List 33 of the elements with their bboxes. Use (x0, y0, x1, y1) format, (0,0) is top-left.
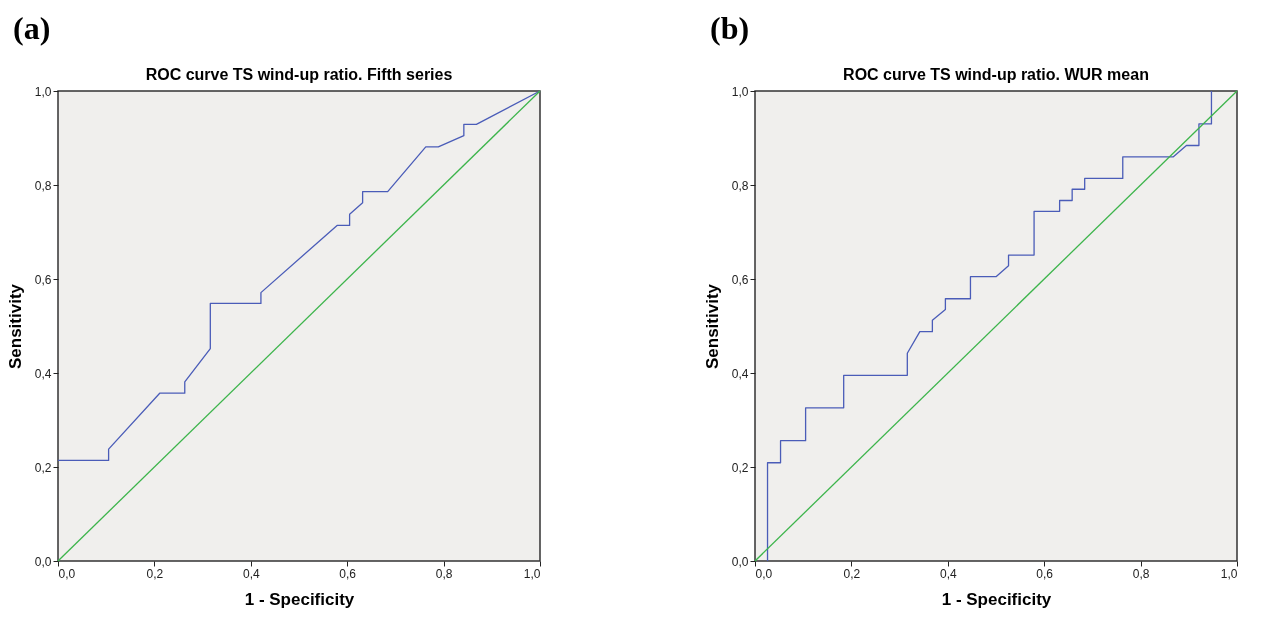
line-series (57, 90, 541, 462)
y-tick-label: 0,8 (34, 178, 52, 193)
x-tick-label: 0,2 (843, 566, 861, 581)
y-axis-title: Sensitivity (5, 283, 25, 370)
x-tick-label: 0,0 (58, 566, 76, 581)
x-tick-label: 0,8 (435, 566, 453, 581)
x-tick-label: 0,2 (146, 566, 164, 581)
x-tick-label: 1,0 (523, 566, 541, 581)
x-tick-label: 0,6 (339, 566, 357, 581)
x-tick-label: 0,6 (1036, 566, 1054, 581)
chart-title: ROC curve TS wind-up ratio. Fifth series (145, 66, 453, 83)
chart-title: ROC curve TS wind-up ratio. WUR mean (843, 66, 1149, 83)
x-tick-label: 0,4 (242, 566, 260, 581)
y-tick-label: 0,2 (731, 460, 749, 475)
y-tick-label: 0,2 (34, 460, 52, 475)
x-tick-label: 0,4 (939, 566, 957, 581)
y-tick-label: 0,4 (731, 366, 749, 381)
x-tick-label: 0,0 (755, 566, 773, 581)
x-tick-label: 1,0 (1220, 566, 1238, 581)
y-tick-label: 1,0 (34, 84, 52, 99)
y-tick-label: 1,0 (731, 84, 749, 99)
y-tick-label: 0,0 (731, 554, 749, 569)
y-tick-label: 0,0 (34, 554, 52, 569)
x-axis-title: 1 - Specificity (941, 589, 1052, 609)
x-tick-label: 0,8 (1132, 566, 1150, 581)
y-tick-label: 0,6 (731, 272, 749, 287)
y-tick-label: 0,6 (34, 272, 52, 287)
text: (b) (710, 10, 750, 46)
x-axis-title: 1 - Specificity (244, 589, 355, 609)
y-tick-label: 0,4 (34, 366, 52, 381)
y-tick-label: 0,8 (731, 178, 749, 193)
y-axis-title: Sensitivity (702, 283, 722, 370)
text: (a) (13, 10, 51, 46)
